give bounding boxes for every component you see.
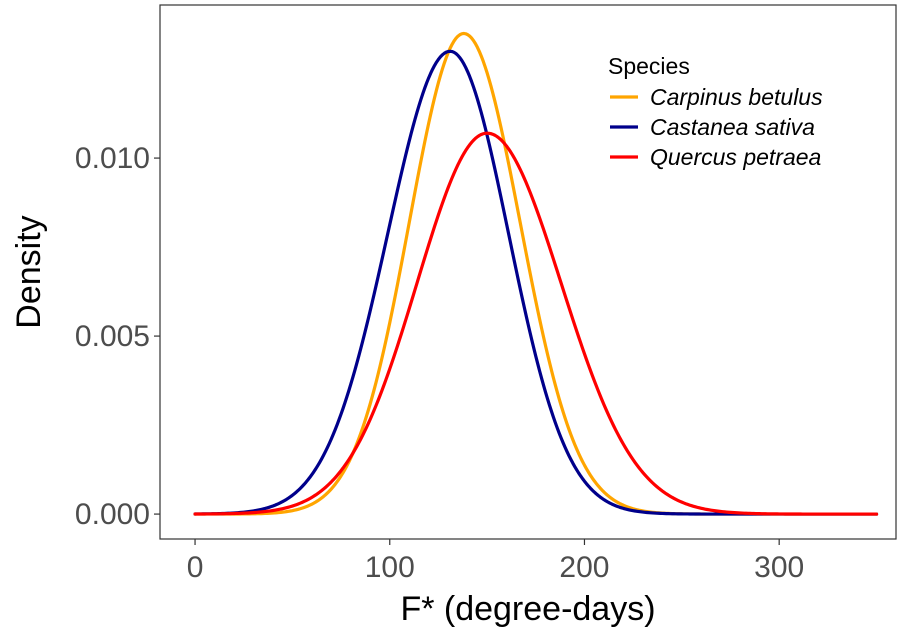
y-tick-label: 0.005 (75, 320, 150, 353)
x-axis: 0 100 200 300 (187, 539, 804, 584)
plot-panel (159, 4, 897, 540)
legend-label: Carpinus betulus (650, 84, 823, 110)
legend-label: Quercus petraea (650, 144, 821, 170)
x-axis-title: F* (degree-days) (400, 590, 655, 628)
y-tick-label: 0.010 (75, 142, 150, 175)
series-line-3 (193, 131, 879, 516)
y-tick-label: 0.000 (75, 498, 150, 531)
y-axis: 0.000 0.005 0.010 (75, 142, 160, 531)
y-axis-title: Density (10, 215, 48, 328)
legend-title: Species (608, 53, 690, 79)
x-tick-label: 0 (187, 551, 204, 584)
legend-label: Castanea sativa (650, 114, 815, 140)
x-tick-label: 200 (559, 551, 609, 584)
series-lines (193, 31, 879, 516)
x-tick-label: 300 (754, 551, 804, 584)
x-tick-label: 100 (365, 551, 415, 584)
legend: Species Carpinus betulus Castanea sativa Q… (608, 53, 823, 170)
